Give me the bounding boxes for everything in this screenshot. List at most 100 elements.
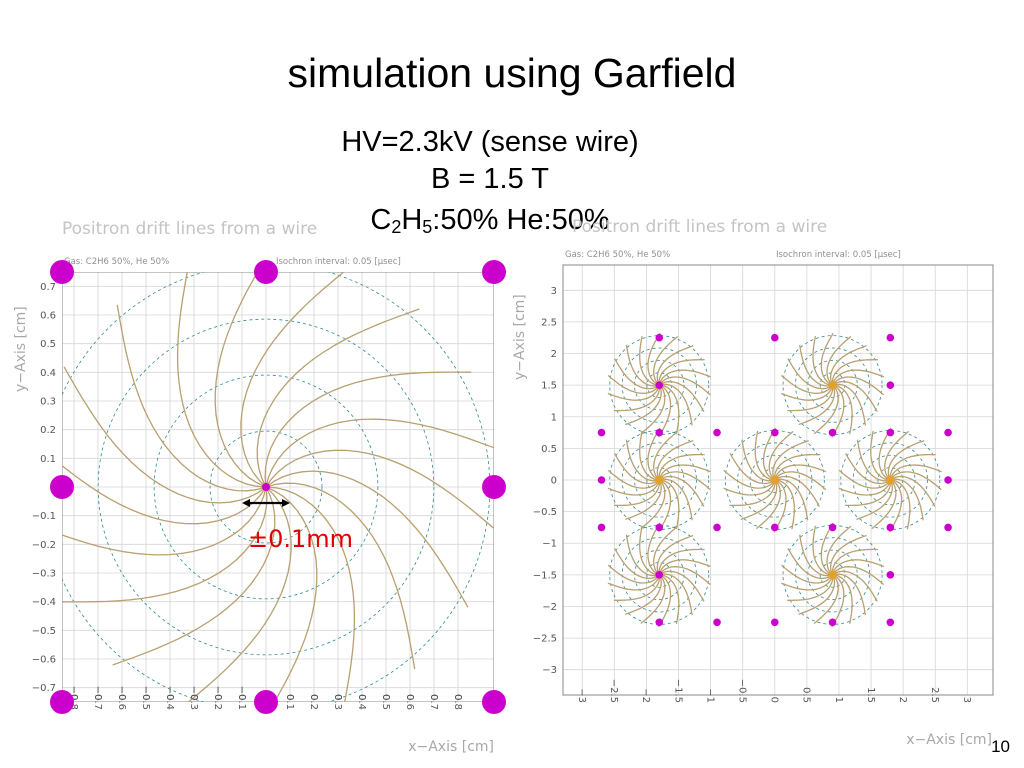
chart2-field-wire (597, 428, 606, 437)
chart1-drift-line (176, 264, 267, 488)
chart2-drift-line (768, 430, 794, 481)
chart2-drift-line (607, 479, 660, 496)
chart2-field-wire (944, 428, 952, 437)
chart2-isochron (819, 562, 846, 588)
chart2-drift-line (856, 439, 891, 482)
chart2-y-tick-label: 1.5 (541, 381, 557, 392)
chart2-y-tick-label: 2 (551, 349, 557, 360)
chart2-drift-line (787, 358, 833, 390)
chart2-drift-line (640, 574, 666, 625)
chart2-drift-line (781, 564, 834, 584)
chart1-sense-wire (262, 483, 270, 491)
chart2-drift-line (659, 383, 693, 426)
chart2-drift-line (829, 534, 867, 576)
chart2-isochron (865, 454, 916, 506)
chart2-drift-line (831, 369, 885, 386)
chart2-drift-line (787, 547, 833, 580)
chart2-drift-line (653, 336, 679, 386)
chart1-y-tick-label: −0.6 (32, 655, 56, 666)
chart2-field-wire (713, 618, 721, 627)
chart2-drift-line (832, 384, 853, 435)
chart2-field-wire (886, 428, 895, 437)
slide-title: simulation using Garfield (287, 50, 737, 96)
chart2-isochron (819, 372, 846, 398)
chart1-grid (62, 272, 494, 702)
chart2-drift-line (658, 464, 711, 481)
chart2-isochron (795, 537, 871, 613)
chart2-drift-line (658, 574, 672, 628)
gas-h: H (401, 204, 423, 236)
chart2-drift-line (625, 384, 662, 426)
chart2-x-tick-label: −3 (576, 688, 587, 703)
chart2-drift-line (613, 385, 661, 412)
chart2-drift-line (832, 566, 885, 586)
chart1-field-wire (482, 260, 506, 284)
chart2-drift-line (831, 559, 885, 576)
chart2-field-wire (828, 618, 837, 627)
chart1-field-wire (50, 690, 74, 714)
chart2-field-wire (770, 618, 779, 627)
chart2-drift-line (780, 384, 834, 401)
chart2-drift-line (831, 359, 878, 386)
chart2-y-axis-label: y−Axis [cm] (512, 294, 528, 380)
chart1-plot-mask (0, 252, 510, 760)
chart1-x-tick-label: −0.8 (68, 686, 79, 710)
chart2-drift-line (659, 573, 693, 616)
chart2-y-tick-label: 0 (551, 476, 557, 487)
gas-sub-1: 2 (391, 217, 402, 237)
chart2-y-tick-label: 0.5 (541, 444, 557, 455)
chart2-field-wire (655, 571, 664, 579)
chart2-drift-line (838, 479, 891, 496)
chart2-isochron (840, 430, 941, 530)
chart2-drift-line (614, 453, 660, 485)
chart2-y-tick-label: −2.5 (533, 634, 557, 645)
chart2-drift-line (658, 376, 711, 396)
chart2-field-wire (655, 381, 664, 389)
chart2-y-tick-label: −0.5 (533, 507, 557, 518)
chart2-drift-line (729, 453, 776, 485)
chart1-x-tick-label: 0.1 (284, 694, 295, 710)
b-field-setting: B = 1.5 T (431, 163, 549, 195)
chart1-field-wire (482, 690, 506, 714)
chart1-drift-line (34, 442, 267, 525)
chart2-isochron (634, 359, 685, 411)
gas-mixture: C2H5:50% He:50% (250, 204, 730, 238)
chart1-x-tick-label: −0.1 (236, 686, 247, 710)
chart2-isochron (634, 549, 685, 601)
chart2-drift-line (884, 430, 910, 481)
chart2-x-tick-label: −2 (640, 688, 651, 703)
chart2-drift-line (838, 469, 891, 489)
chart2-drift-line (625, 439, 660, 482)
chart1-x-axis-label: x−Axis [cm] (408, 739, 494, 755)
chart2-drift-line (607, 374, 660, 394)
chart2-drift-line (659, 574, 680, 625)
chart2-drift-line (658, 475, 705, 507)
chart2-title: Positron drift lines from a wire (572, 217, 827, 237)
chart2-drift-line (607, 574, 660, 591)
chart1-x-tick-label: −0.7 (92, 686, 103, 710)
chart2-drift-line (856, 479, 893, 521)
chart2-drift-line (755, 479, 781, 530)
chart2-drift-line (832, 383, 867, 426)
chart2-drift-line (658, 559, 711, 576)
chart2-field-wire (655, 333, 664, 342)
chart1-x-tick-label: −0.6 (116, 686, 127, 710)
chart1-x-tick-label: −0.4 (164, 686, 175, 710)
chart2-plot-frame (562, 264, 994, 696)
chart2-field-wire (713, 428, 721, 437)
chart2-drift-line (658, 384, 672, 438)
chart2-sense-wire (886, 476, 895, 484)
chart1-x-tick-label: −0.5 (140, 686, 151, 710)
chart2-field-wire (770, 428, 779, 437)
chart2-drift-line (832, 380, 878, 413)
chart2-drift-line (658, 369, 711, 386)
chart2-field-wire (655, 618, 664, 627)
chart2-drift-line (658, 380, 705, 413)
chart2-field-wire (944, 476, 952, 484)
chart2-x-axis-label: x−Axis [cm] (906, 732, 992, 748)
chart1-title: Positron drift lines from a wire (62, 219, 317, 239)
chart1-drift-line (116, 304, 267, 492)
chart1-gas-label: Gas: C2H6 50%, He 50% (64, 257, 169, 267)
chart1-drift-line (265, 486, 356, 710)
chart2-drift-line (653, 430, 679, 481)
